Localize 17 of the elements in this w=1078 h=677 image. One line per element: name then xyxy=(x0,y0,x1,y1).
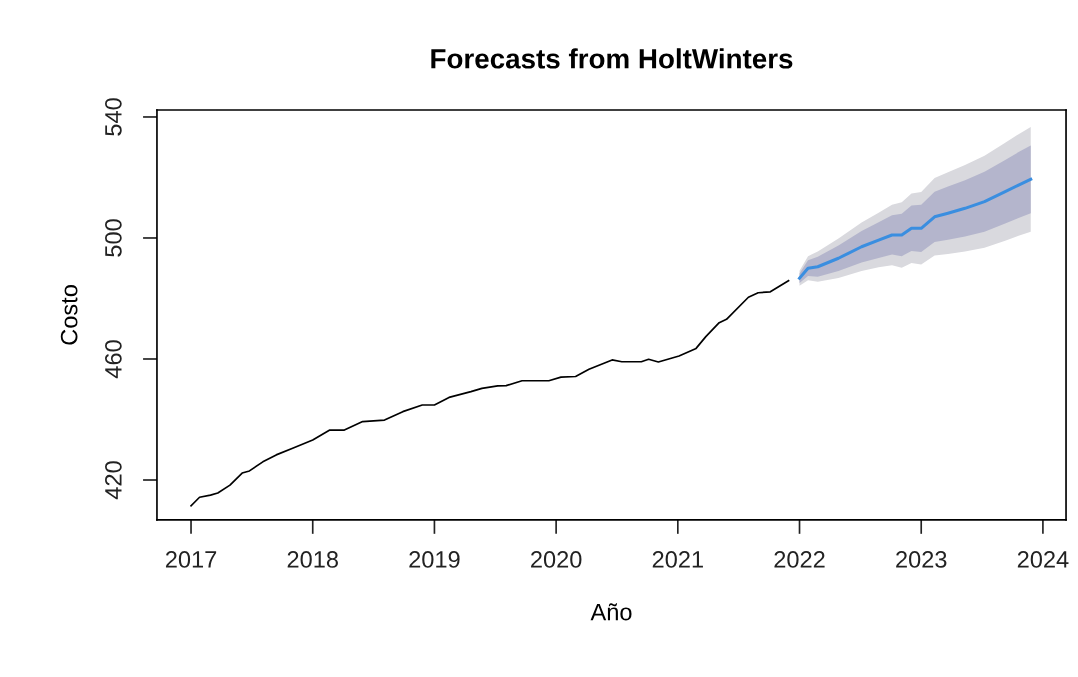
y-tick-label: 460 xyxy=(105,340,122,379)
chart-title: Forecasts from HoltWinters xyxy=(431,48,793,69)
x-axis-title: Año xyxy=(590,603,632,621)
y-tick-label: 540 xyxy=(105,98,122,136)
x-tick-label: 2020 xyxy=(531,551,582,568)
y-axis-title: Costo xyxy=(60,285,78,345)
x-tick-label: 2017 xyxy=(165,551,217,568)
x-tick-label: 2022 xyxy=(774,551,825,568)
x-tick-label: 2019 xyxy=(409,551,460,568)
x-tick-label: 2024 xyxy=(1017,551,1069,568)
y-tick-label: 500 xyxy=(105,219,122,257)
x-tick-label: 2021 xyxy=(652,551,703,568)
line-series xyxy=(797,177,1033,280)
x-tick-label: 2018 xyxy=(287,551,338,568)
y-tick-label: 420 xyxy=(105,461,122,500)
line-series xyxy=(190,279,790,507)
x-tick-label: 2023 xyxy=(896,551,947,568)
